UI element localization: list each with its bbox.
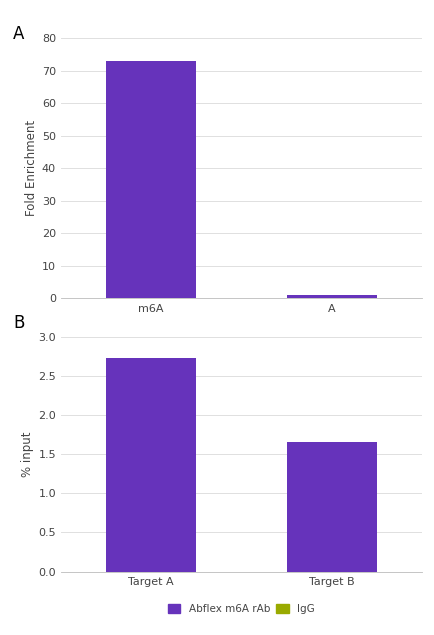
Y-axis label: Fold Enrichment: Fold Enrichment [25,120,38,217]
Legend: Abflex m6A rAb, IgG: Abflex m6A rAb, IgG [163,599,319,618]
Y-axis label: % input: % input [21,431,34,477]
Bar [106,61,196,298]
Bar [286,295,376,298]
Text: A: A [13,25,24,43]
Text: B: B [13,314,24,332]
Bar [286,442,376,572]
Bar [106,359,196,572]
